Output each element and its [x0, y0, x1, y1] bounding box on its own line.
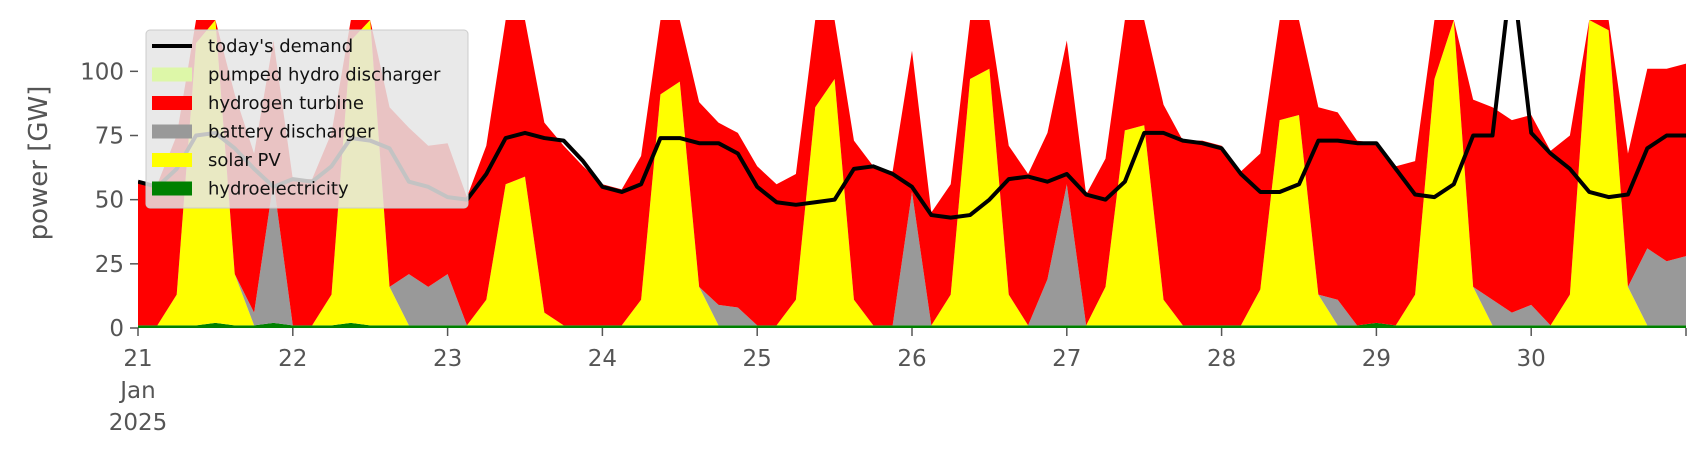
- y-axis-label: power [GW]: [24, 86, 54, 241]
- area-hydrogen-turbine: [138, 20, 1686, 326]
- x-tick-label-30: 30: [1517, 346, 1546, 372]
- legend-label-hydroelectricity: hydroelectricity: [208, 179, 349, 200]
- area-battery-discharger: [138, 20, 1686, 326]
- area-stack: [138, 20, 1686, 328]
- area-solar-pv: [138, 20, 1686, 326]
- y-tick-label-50: 50: [95, 188, 124, 214]
- y-tick-label-75: 75: [95, 124, 124, 150]
- x-tick-label-25: 25: [743, 346, 772, 372]
- legend-swatch-pumped-hydro-discharger: [152, 67, 192, 82]
- x-tick-label-29: 29: [1362, 346, 1391, 372]
- y-tick-label-0: 0: [109, 316, 124, 342]
- axes: 0 25 50 75 100 21 Jan 2025 22 23 24 25 26 27 28 29 30: [80, 59, 1687, 436]
- legend-label-pumped-hydro-discharger: pumped hydro discharger: [208, 65, 441, 86]
- legend-label-battery-discharger: battery discharger: [208, 122, 375, 143]
- legend-swatch-solar-pv: [152, 153, 192, 167]
- y-tick-label-100: 100: [80, 59, 124, 85]
- x-tick-label-24: 24: [588, 346, 617, 372]
- legend: today's demand pumped hydro discharger hyd…: [145, 29, 469, 209]
- x-tick-label-22: 22: [278, 346, 307, 372]
- x-tick-label-23: 23: [433, 346, 462, 372]
- x-tick-label-28: 28: [1207, 346, 1236, 372]
- y-tick-label-25: 25: [95, 252, 124, 278]
- legend-box: [145, 29, 469, 209]
- x-tick-label-27: 27: [1052, 346, 1081, 372]
- legend-label-hydrogen-turbine: hydrogen turbine: [208, 93, 364, 114]
- legend-label-today-s-demand: today's demand: [208, 36, 353, 57]
- legend-label-solar-pv: solar PV: [208, 150, 281, 171]
- legend-swatch-hydrogen-turbine: [152, 96, 192, 110]
- legend-swatch-hydroelectricity: [152, 181, 192, 196]
- x-tick-label-21: 21 Jan 2025: [109, 346, 168, 436]
- x-tick-label-26: 26: [897, 346, 926, 372]
- legend-swatch-battery-discharger: [152, 124, 192, 139]
- area-hydroelectricity: [138, 322, 1686, 328]
